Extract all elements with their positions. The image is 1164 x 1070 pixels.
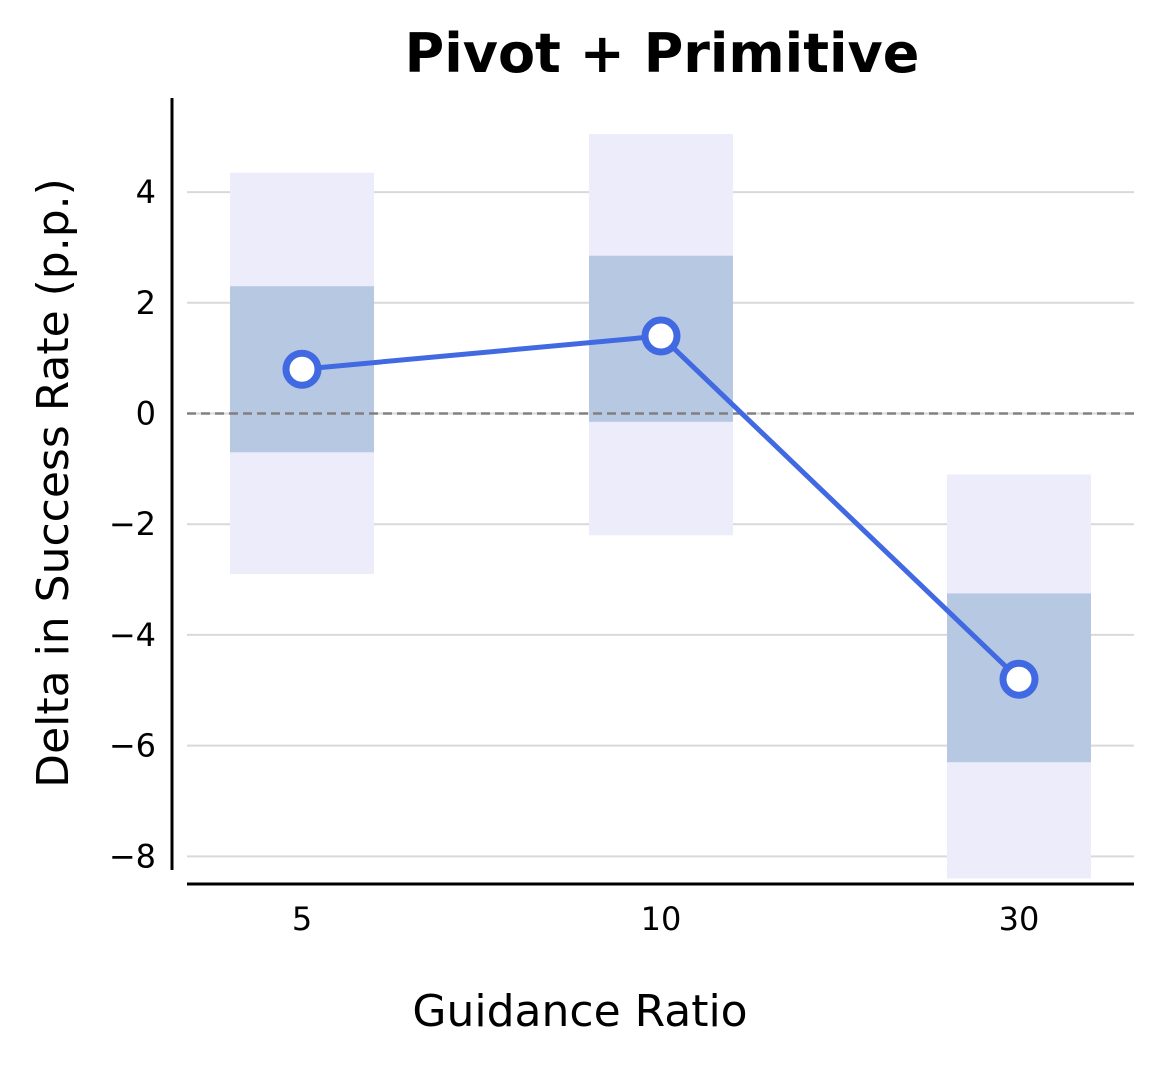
chart-title: Pivot + Primitive <box>405 22 920 85</box>
y-tick-label-6: −8 <box>109 837 156 875</box>
y-tick-label-5: −6 <box>109 727 156 765</box>
x-tick-label-0: 5 <box>292 900 312 938</box>
axes <box>170 98 1134 886</box>
x-tick-label-2: 30 <box>999 900 1040 938</box>
y-tick-label-4: −4 <box>109 616 156 654</box>
tick-labels: 4 2 0 −2 −4 −6 −8 5 10 30 <box>109 173 1040 938</box>
y-tick-label-3: −2 <box>109 505 156 543</box>
x-tick-label-1: 10 <box>641 900 682 938</box>
y-axis-label: Delta in Success Rate (p.p.) <box>28 178 79 788</box>
data-point-0 <box>282 349 322 389</box>
y-tick-label-1: 2 <box>136 284 156 322</box>
y-tick-label-0: 4 <box>136 173 156 211</box>
x-axis-label: Guidance Ratio <box>412 986 747 1037</box>
y-tick-label-2: 0 <box>136 395 156 433</box>
series-line-group <box>282 316 1039 699</box>
bands <box>230 133 1091 879</box>
data-point-1 <box>641 316 681 356</box>
data-point-2 <box>999 659 1039 699</box>
